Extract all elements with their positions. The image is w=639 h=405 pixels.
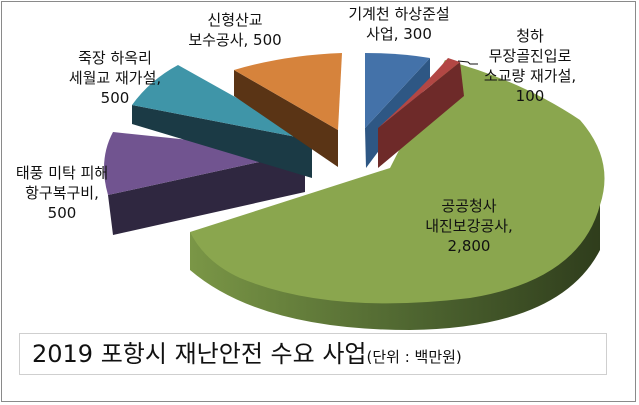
label-line: 항구복구비, bbox=[25, 184, 99, 202]
label-line: 500 bbox=[47, 204, 77, 222]
label-line: 소교량 재가설, bbox=[483, 67, 577, 85]
chart-title-text: 2019 포항시 재난안전 수요 사업 bbox=[32, 340, 367, 368]
label-line: 500 bbox=[100, 89, 130, 107]
leader-line bbox=[457, 60, 478, 65]
label-public-building-seismic: 공공청사 내진보강공사, 2,800 bbox=[400, 196, 538, 256]
label-sewol-bridge: 죽장 하옥리 세월교 재가설, 500 bbox=[55, 48, 175, 108]
slice-cheongha-bridge[interactable] bbox=[378, 58, 464, 168]
chart-unit-text: (단위 : 백만원) bbox=[366, 348, 462, 366]
label-line: 태풍 미탁 피해 bbox=[15, 164, 109, 182]
label-cheongha-bridge: 청하 무장골진입로 소교량 재가설, 100 bbox=[470, 26, 590, 106]
slice-hyeongsan-bridge[interactable] bbox=[234, 53, 342, 167]
chart-title: 2019 포항시 재난안전 수요 사업(단위 : 백만원) bbox=[32, 340, 462, 371]
label-line: 100 bbox=[515, 87, 545, 105]
label-line: 내진보강공사, bbox=[425, 217, 513, 235]
label-line: 보수공사, 500 bbox=[188, 31, 282, 49]
label-line: 무장골진입로 bbox=[488, 47, 572, 65]
label-line: 기계천 하상준설 bbox=[348, 5, 450, 23]
slice-public-building-seismic[interactable] bbox=[190, 60, 605, 330]
label-line: 청하 bbox=[516, 27, 544, 45]
label-typhoon-recovery: 태풍 미탁 피해 항구복구비, 500 bbox=[6, 163, 118, 223]
label-gigye-dredging: 기계천 하상준설 사업, 300 bbox=[328, 4, 470, 44]
label-line: 2,800 bbox=[447, 237, 491, 255]
label-hyeongsan-bridge: 신형산교 보수공사, 500 bbox=[165, 10, 305, 50]
chart-title-box: 2019 포항시 재난안전 수요 사업(단위 : 백만원) bbox=[19, 333, 607, 375]
label-line: 사업, 300 bbox=[366, 25, 432, 43]
label-line: 죽장 하옥리 bbox=[78, 49, 152, 67]
label-line: 공공청사 bbox=[441, 197, 497, 215]
slice-sewol-bridge[interactable] bbox=[132, 65, 312, 178]
label-line: 신형산교 bbox=[207, 11, 263, 29]
label-line: 세월교 재가설, bbox=[68, 69, 162, 87]
